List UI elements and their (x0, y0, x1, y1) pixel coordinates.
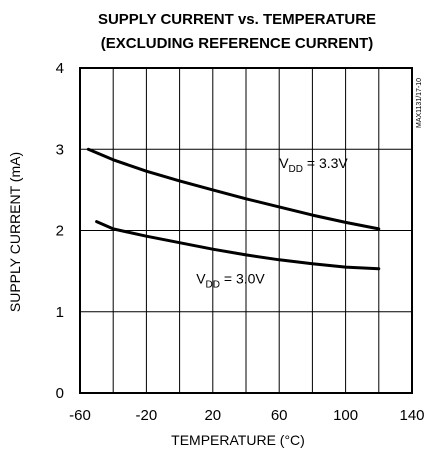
series-label-3v0: VDD = 3.0V (196, 270, 265, 290)
x-tick-label: 60 (271, 407, 288, 424)
series-label-3v3: VDD = 3.3V (279, 155, 348, 175)
series-labels: VDD = 3.3V VDD = 3.0V (196, 155, 348, 290)
series-line-3v0 (95, 220, 381, 271)
grid (80, 68, 412, 393)
series-line-3v3 (86, 147, 381, 231)
y-tick-labels: 0 1 2 3 4 (56, 60, 64, 402)
y-tick-label: 4 (56, 60, 64, 77)
y-axis-label: SUPPLY CURRENT (mA) (7, 152, 23, 312)
y-tick-label: 1 (56, 304, 64, 321)
x-tick-label: 140 (399, 407, 424, 424)
x-tick-labels: -60 -20 20 60 100 140 (69, 407, 424, 424)
y-tick-label: 3 (56, 141, 64, 158)
x-tick-label: -60 (69, 407, 91, 424)
figure-code: MAX1131/17-10 (416, 78, 423, 128)
x-tick-label: 20 (204, 407, 221, 424)
y-tick-label: 0 (56, 385, 64, 402)
x-axis-label: TEMPERATURE (°C) (171, 432, 305, 448)
series-lines (86, 147, 381, 271)
plot-frame (79, 67, 413, 394)
x-tick-label: 100 (333, 407, 358, 424)
y-tick-label: 2 (56, 223, 64, 240)
chart-subtitle: (EXCLUDING REFERENCE CURRENT) (101, 35, 374, 52)
chart-title: SUPPLY CURRENT vs. TEMPERATURE (98, 11, 376, 28)
x-tick-label: -20 (136, 407, 158, 424)
